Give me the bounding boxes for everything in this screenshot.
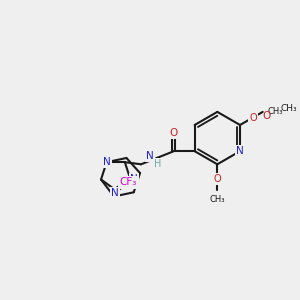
Text: H: H (154, 159, 161, 169)
Text: CH₃: CH₃ (280, 104, 297, 113)
Text: N: N (111, 188, 119, 198)
Text: N: N (146, 151, 154, 161)
Text: N: N (130, 175, 138, 184)
Text: O: O (214, 174, 221, 184)
Text: CH₃: CH₃ (210, 195, 225, 204)
Text: O: O (249, 112, 257, 123)
Text: O: O (170, 128, 178, 138)
Text: N: N (103, 157, 110, 166)
Text: CH₃: CH₃ (267, 107, 283, 116)
Text: O: O (262, 111, 270, 121)
Text: CF₃: CF₃ (119, 178, 136, 188)
Text: N: N (236, 146, 244, 156)
